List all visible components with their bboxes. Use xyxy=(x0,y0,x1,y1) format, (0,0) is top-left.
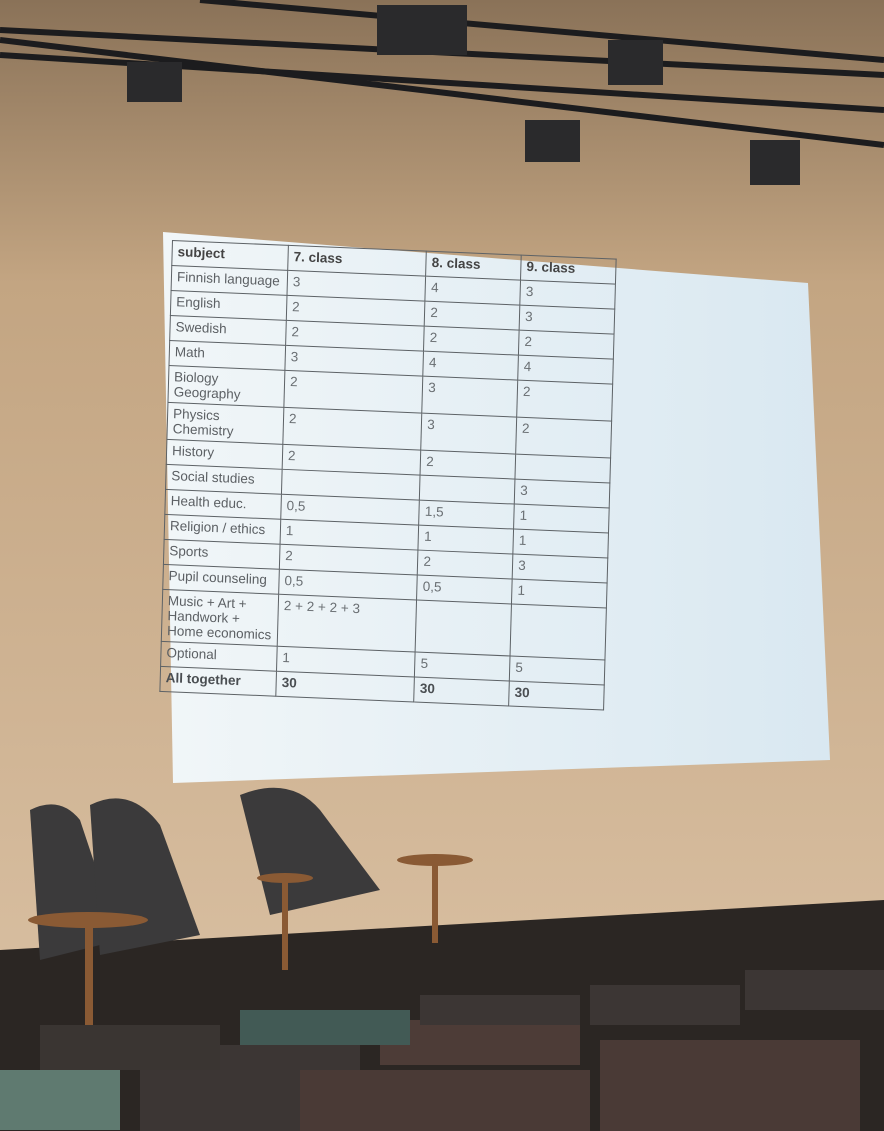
hours-cell xyxy=(510,604,606,660)
hours-cell: 2 xyxy=(517,380,613,421)
hours-cell xyxy=(415,600,511,656)
page: subject7. class8. class9. classFinnish l… xyxy=(0,0,884,1131)
hours-cell: 2 xyxy=(516,417,612,458)
hours-cell: 2 + 2 + 2 + 3 xyxy=(277,594,417,652)
hours-cell: 3 xyxy=(422,376,518,417)
hours-cell: 2 xyxy=(283,407,422,450)
hours-cell: 3 xyxy=(421,413,517,454)
hours-cell: 30 xyxy=(509,681,604,710)
subject-cell: Biology Geography xyxy=(168,365,285,407)
subject-cell: Music + Art + Handwork + Home economics xyxy=(161,589,278,646)
hours-cell: 30 xyxy=(414,677,509,706)
subject-cell: All together xyxy=(160,666,277,696)
hours-cell: 2 xyxy=(284,370,423,413)
subject-cell: Physics Chemistry xyxy=(167,402,284,444)
hours-cell: 30 xyxy=(276,671,415,702)
